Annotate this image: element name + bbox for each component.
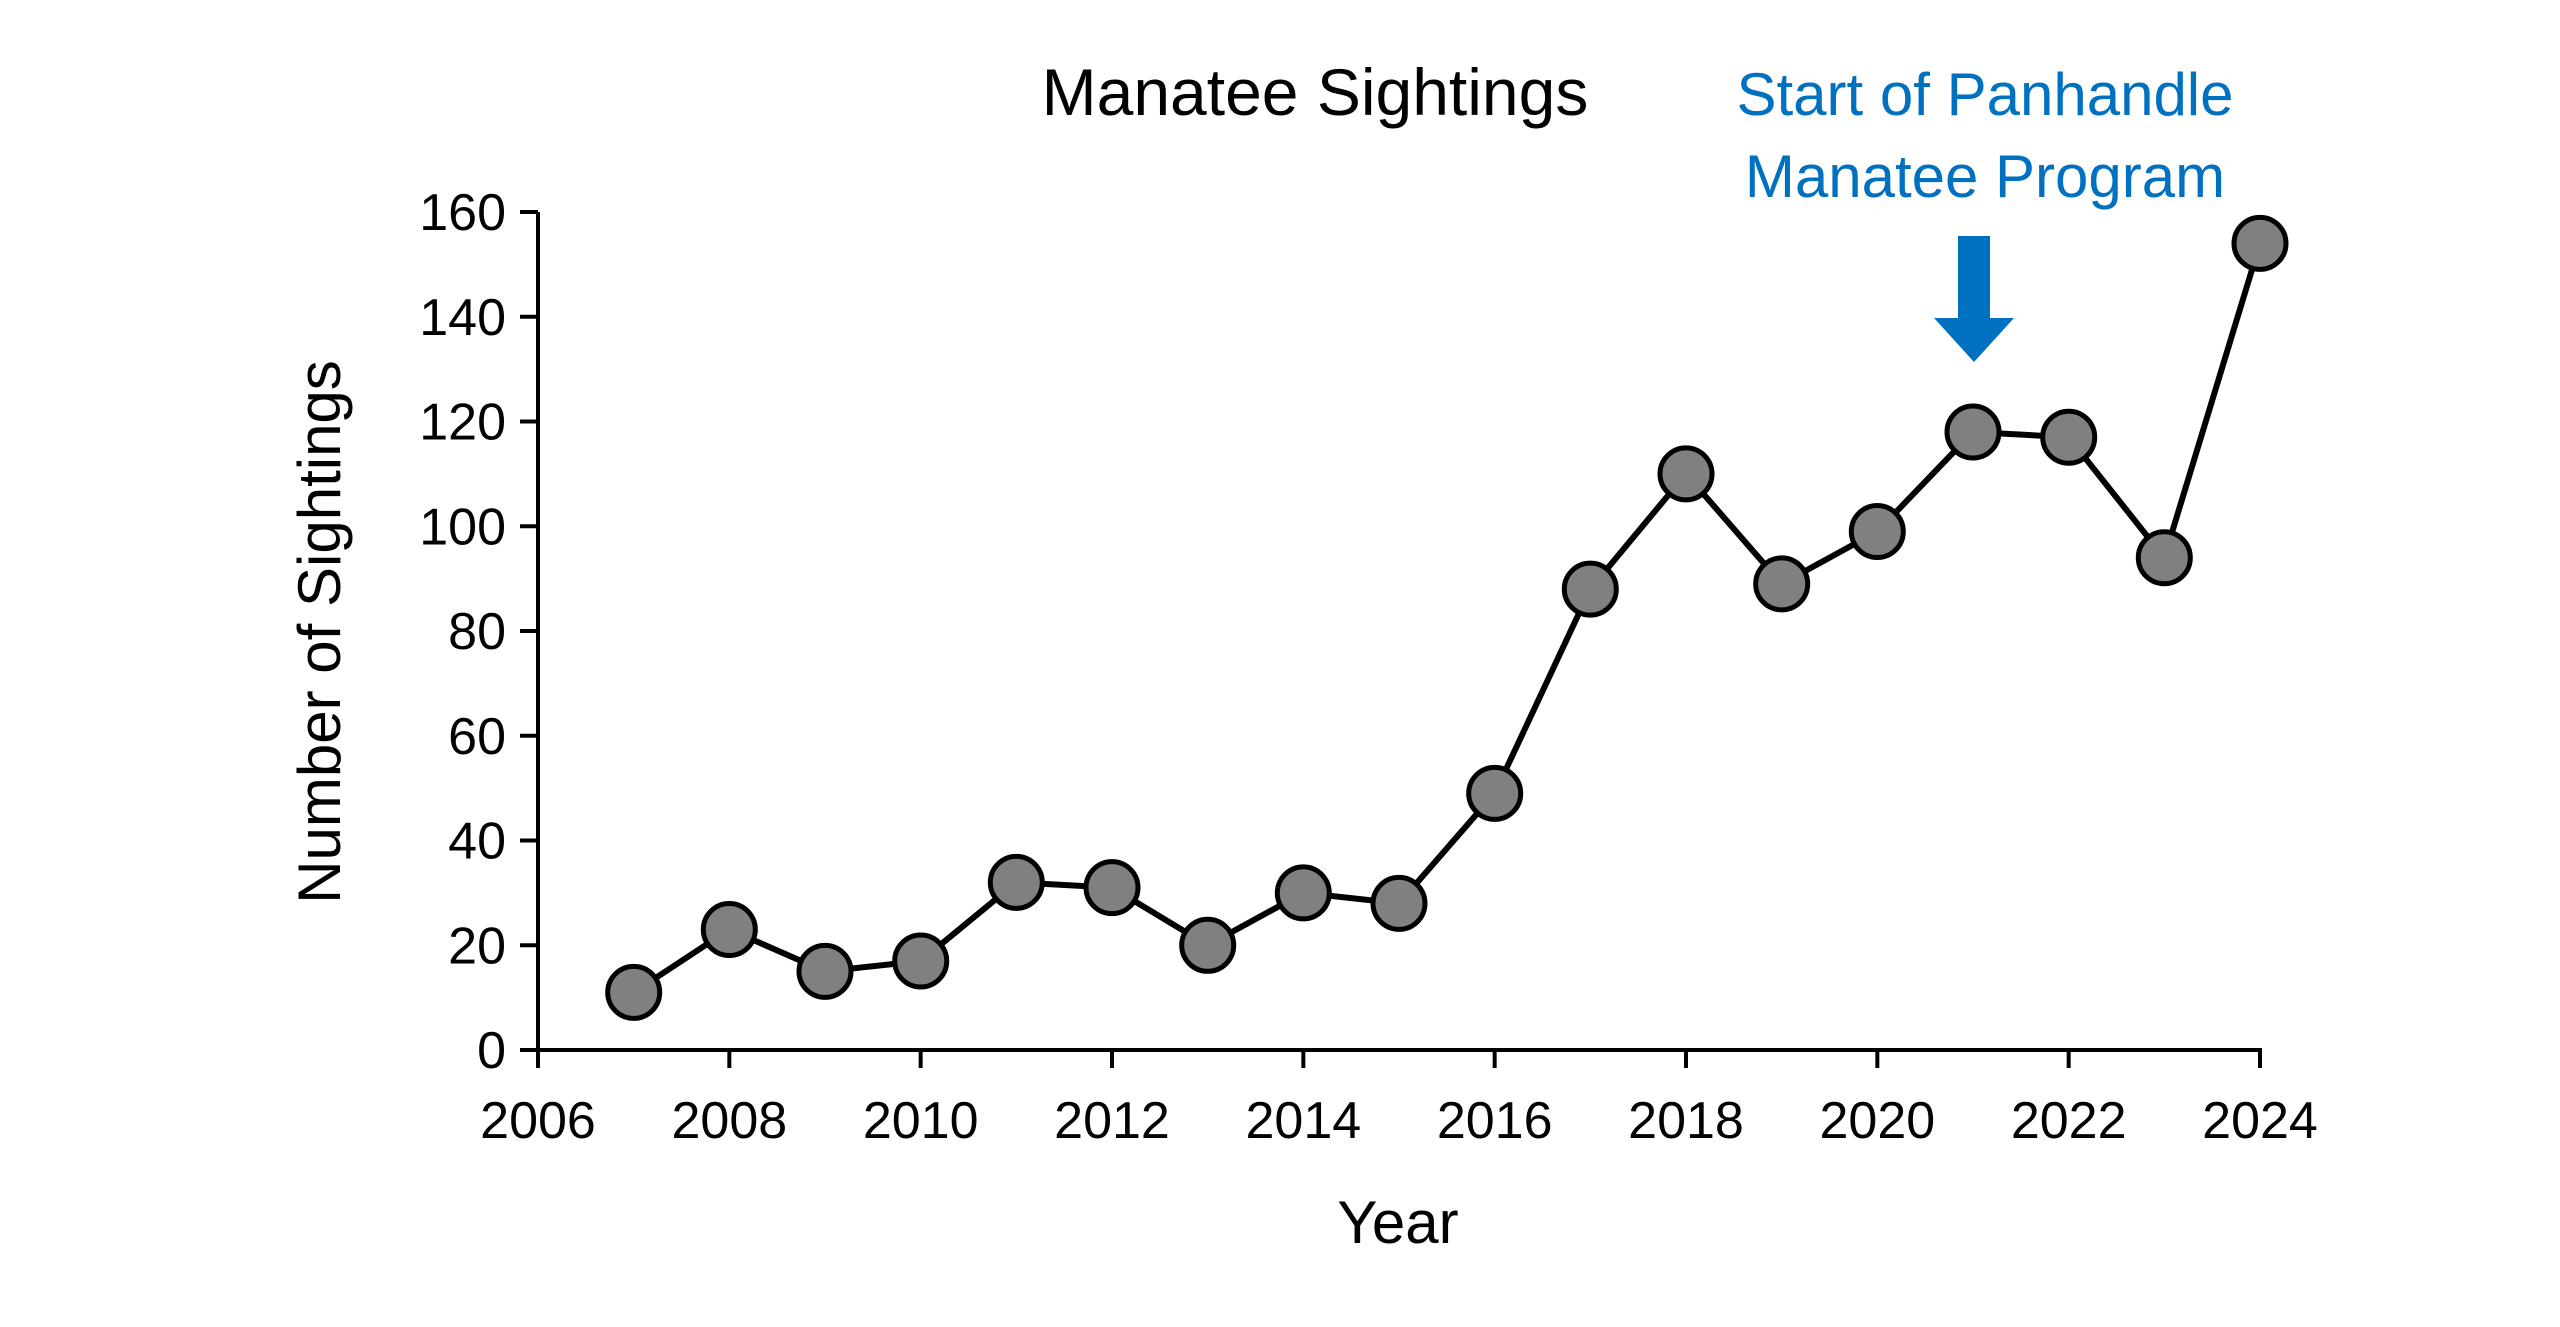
data-point	[796, 942, 854, 1000]
data-point	[1561, 560, 1619, 618]
y-axis-title: Number of Sightings	[286, 360, 353, 904]
data-point	[2040, 408, 2098, 466]
y-tick-label: 160	[419, 184, 506, 242]
data-point	[1657, 445, 1715, 503]
data-point	[1274, 864, 1332, 922]
y-tick-label: 120	[419, 394, 506, 452]
y-tick-label: 60	[448, 708, 506, 766]
x-tick-label: 2012	[1054, 1092, 1170, 1150]
x-tick-label: 2020	[1819, 1092, 1935, 1150]
data-point	[1944, 403, 2002, 461]
data-point	[1848, 503, 1906, 560]
x-tick-label: 2024	[2202, 1092, 2318, 1150]
x-axis-title: Year	[1337, 1189, 1458, 1256]
y-tick-label: 20	[448, 917, 506, 975]
annotation-line-2: Manatee Program	[1745, 143, 2225, 210]
data-point	[1179, 916, 1237, 974]
down-arrow-icon	[1934, 236, 2014, 362]
data-point	[892, 932, 950, 990]
x-tick-label: 2010	[863, 1092, 979, 1150]
data-point	[1753, 555, 1811, 613]
x-tick-label: 2018	[1628, 1092, 1744, 1150]
x-tick-label: 2006	[480, 1092, 596, 1150]
program-start-annotation: Start of Panhandle Manatee Program	[1736, 61, 2234, 362]
sightings-series-line	[632, 242, 2263, 995]
data-point	[700, 901, 758, 958]
sightings-data-points	[605, 214, 2289, 1021]
x-axis-ticks: 2006 2008 2010 2012 2014 2016 2018 2020 2022 2024	[480, 1050, 2318, 1150]
data-point	[987, 853, 1045, 911]
annotation-line-1: Start of Panhandle	[1736, 61, 2233, 128]
y-tick-label: 140	[419, 289, 506, 347]
y-tick-label: 80	[448, 603, 506, 661]
x-tick-label: 2008	[671, 1092, 787, 1150]
data-point	[1370, 874, 1428, 932]
data-point	[1083, 859, 1141, 917]
x-tick-label: 2016	[1437, 1092, 1553, 1150]
data-point	[2135, 529, 2193, 587]
data-point	[2231, 214, 2289, 272]
y-tick-label: 40	[448, 813, 506, 871]
x-tick-label: 2014	[1245, 1092, 1361, 1150]
y-tick-label: 100	[419, 498, 506, 556]
chart-title: Manatee Sightings	[1042, 55, 1589, 129]
x-tick-label: 2022	[2011, 1092, 2127, 1150]
y-axis-ticks: 0 20 40 60 80 100 120 140 160	[419, 184, 538, 1080]
y-tick-label: 0	[477, 1022, 506, 1080]
data-point	[605, 963, 663, 1021]
data-point	[1466, 764, 1524, 822]
